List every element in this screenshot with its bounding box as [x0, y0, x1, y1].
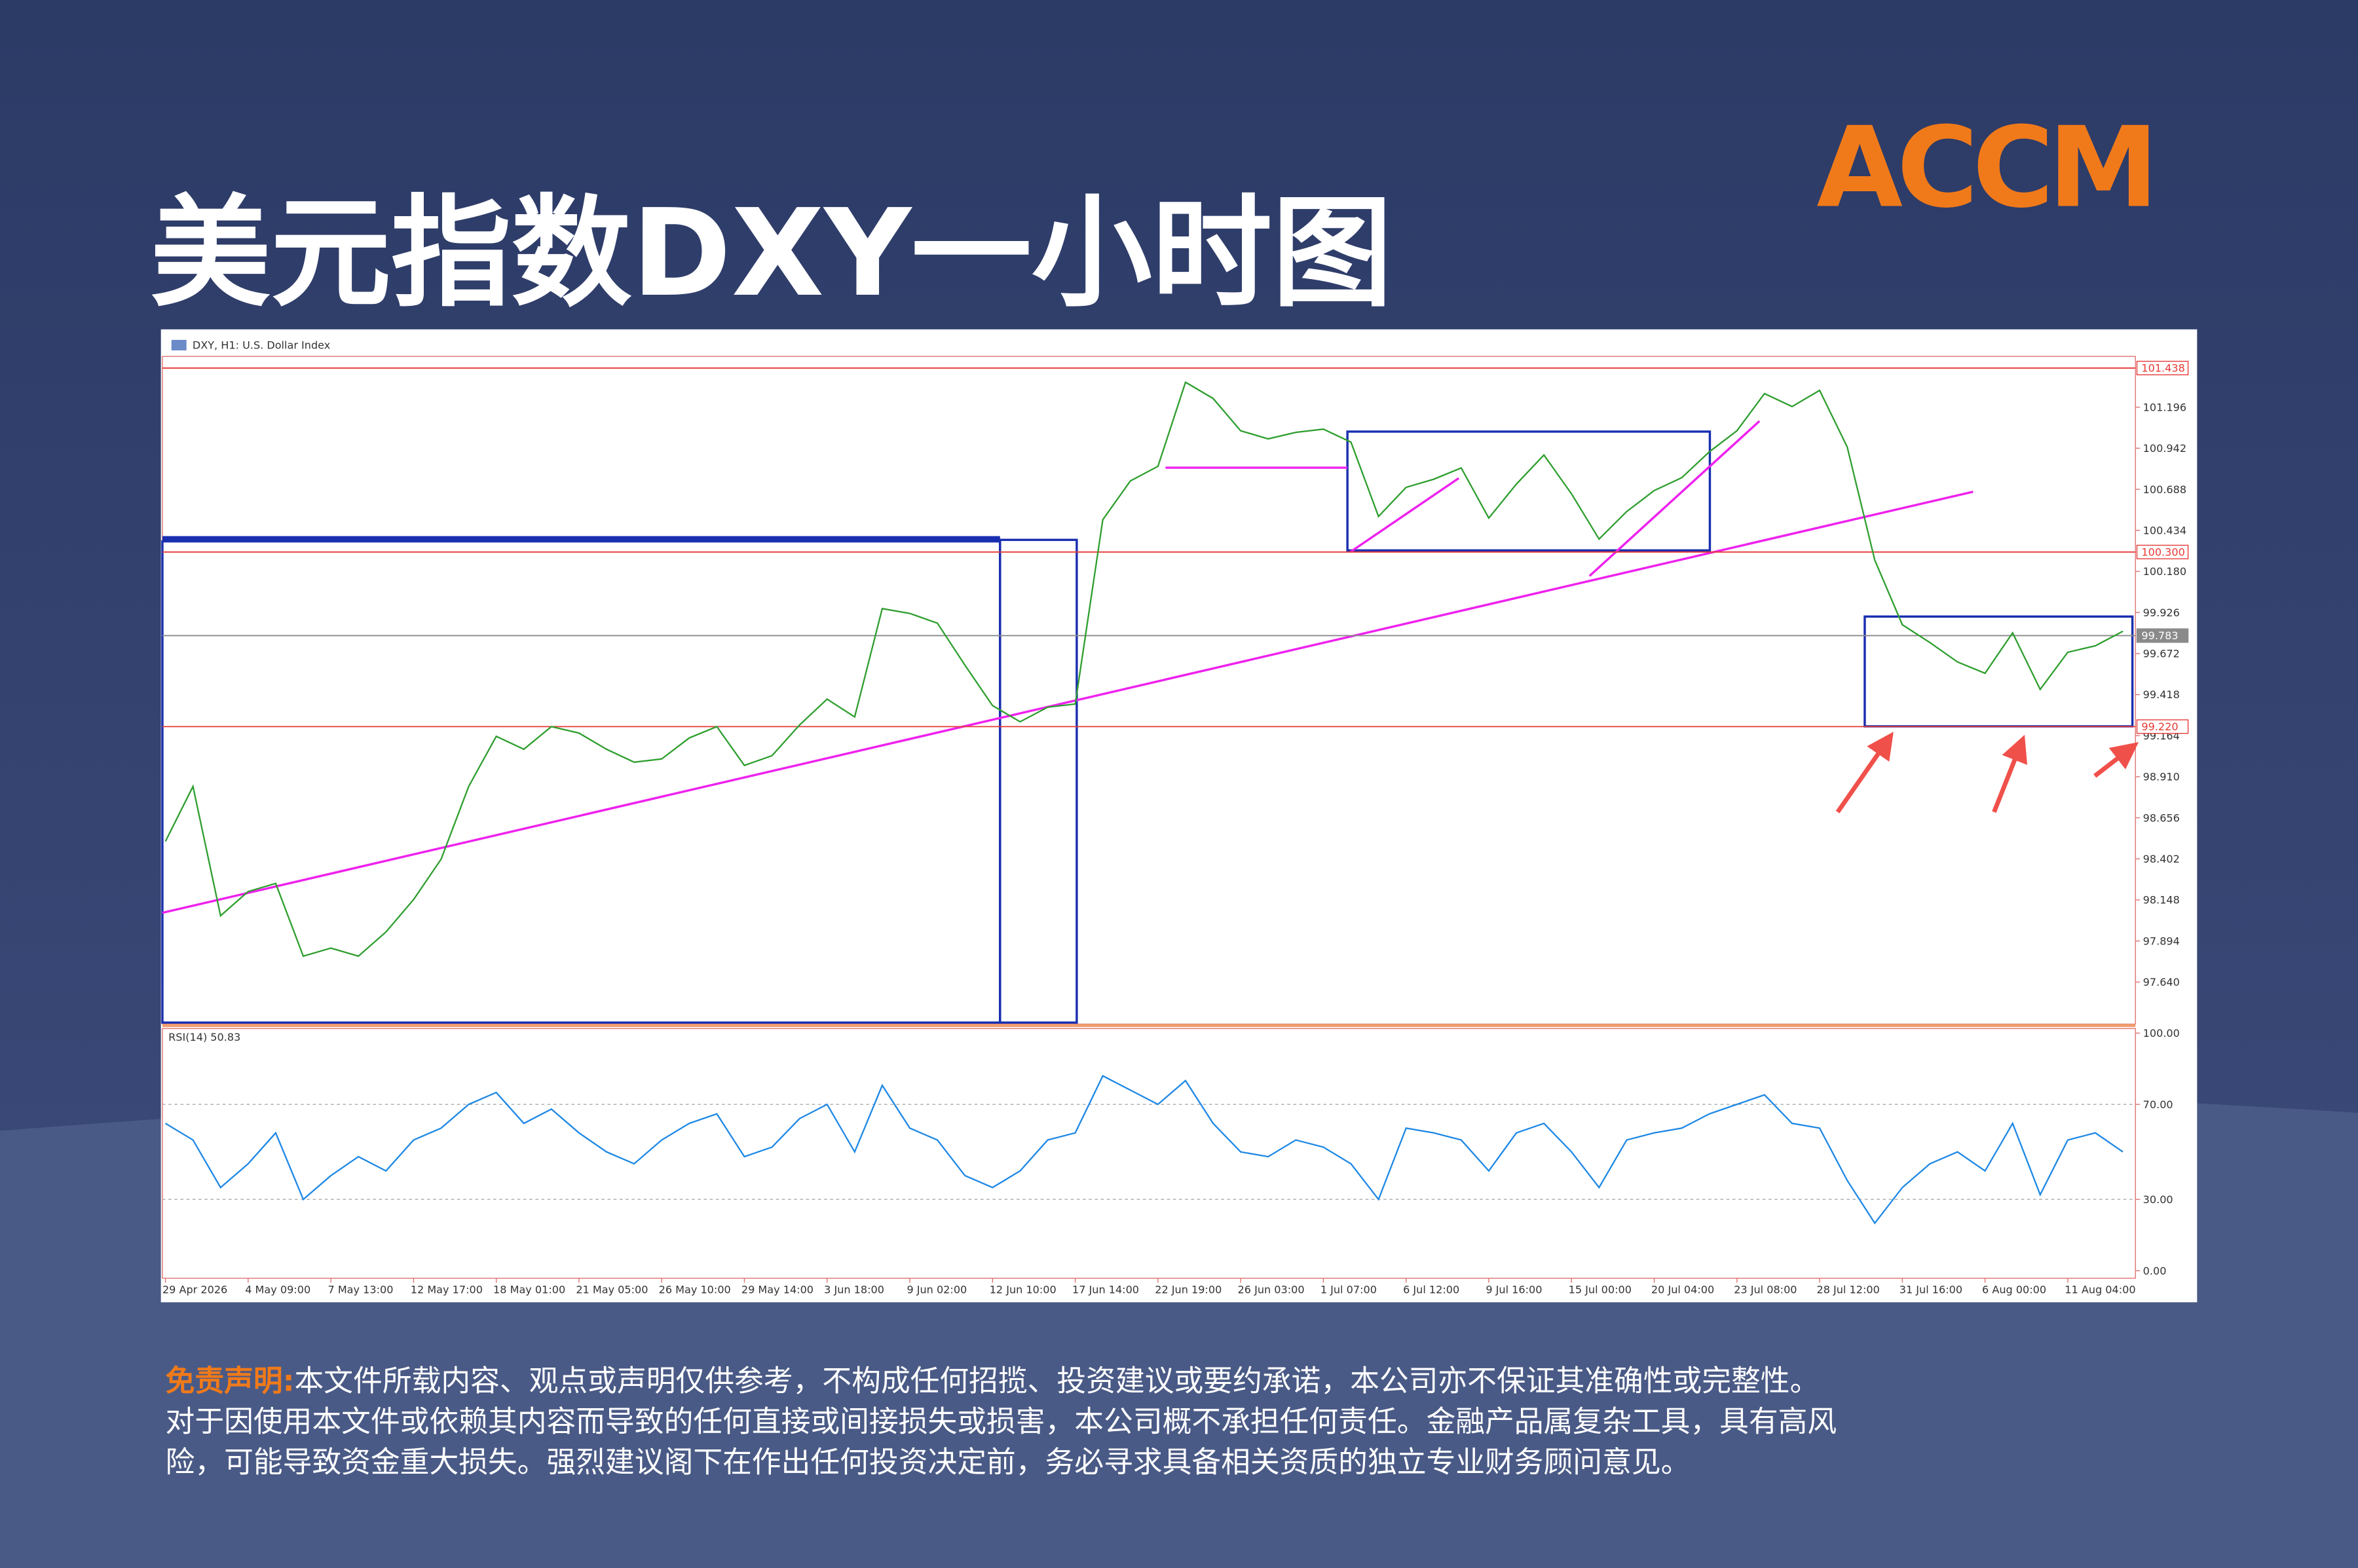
level-label: 99.783 [2141, 629, 2178, 642]
logo: ACCM [1816, 103, 2152, 233]
x-tick-label: 9 Jul 16:00 [1486, 1284, 1542, 1296]
level-label-box [2136, 544, 2189, 559]
y-tick-label: 100.688 [2143, 483, 2186, 496]
x-tick-label: 11 Aug 04:00 [2065, 1284, 2135, 1296]
x-tick-label: 7 May 13:00 [328, 1284, 394, 1296]
x-tick-label: 26 May 10:00 [659, 1284, 731, 1296]
series-line [164, 381, 2124, 958]
x-tick-label: 26 Jun 03:00 [1238, 1284, 1305, 1296]
rsi-frame [162, 1028, 2136, 1279]
level-label-box [2136, 628, 2189, 643]
x-tick-label: 9 Jun 02:00 [907, 1284, 967, 1296]
y-tick-label: 0.00 [2143, 1265, 2167, 1277]
arrow [1992, 734, 2028, 813]
x-tick-label: 12 Jun 10:00 [990, 1284, 1057, 1296]
level-label: 100.300 [2141, 546, 2184, 559]
chart-title: DXY, H1: U.S. Dollar Index [193, 339, 330, 352]
level-label: 101.438 [2141, 362, 2184, 375]
disclaimer-label: 免责声明: [166, 1364, 295, 1398]
y-tick-label: 99.672 [2143, 648, 2180, 660]
arrow [2093, 742, 2139, 778]
level-label: 99.220 [2141, 720, 2178, 733]
x-tick-label: 3 Jun 18:00 [824, 1284, 884, 1296]
range-box [999, 538, 1078, 1024]
range-box [1346, 430, 1712, 552]
disclaimer-line: 本文件所载内容、观点或声明仅供参考，不构成任何招揽、投资建议或要约承诺，本公司亦… [295, 1364, 1820, 1398]
series-line [164, 1075, 2124, 1225]
x-tick-label: 6 Jul 12:00 [1403, 1284, 1459, 1296]
chart-panel [160, 329, 2198, 1303]
chart-icon [171, 339, 187, 350]
y-tick-label: 98.656 [2143, 812, 2180, 824]
x-tick-label: 12 May 17:00 [411, 1284, 483, 1296]
y-tick-label: 100.00 [2143, 1027, 2180, 1039]
y-tick-label: 98.148 [2143, 894, 2180, 906]
y-tick-label: 99.926 [2143, 607, 2180, 619]
y-tick-label: 98.910 [2143, 771, 2180, 783]
x-tick-label: 22 Jun 19:00 [1155, 1284, 1222, 1296]
x-tick-label: 20 Jul 04:00 [1651, 1284, 1714, 1296]
x-tick-label: 1 Jul 07:00 [1320, 1284, 1377, 1296]
x-tick-label: 6 Aug 00:00 [1982, 1284, 2046, 1296]
y-tick-label: 100.942 [2143, 442, 2186, 455]
y-tick-label: 30.00 [2143, 1193, 2173, 1206]
trend-line [1349, 477, 1460, 553]
x-tick-label: 28 Jul 12:00 [1816, 1284, 1879, 1296]
x-tick-label: 29 May 14:00 [741, 1284, 814, 1296]
annotations [161, 420, 2139, 1024]
x-tick-label: 15 Jul 00:00 [1569, 1284, 1632, 1296]
x-tick-label: 23 Jul 08:00 [1734, 1284, 1797, 1296]
x-tick-label: 4 May 09:00 [245, 1284, 310, 1296]
y-tick-label: 100.434 [2143, 524, 2186, 536]
arrow [1835, 732, 1894, 813]
y-tick-label: 99.418 [2143, 688, 2180, 701]
disclaimer-line: 险，可能导致资金重大损失。强烈建议阁下在作出任何投资决定前，务必寻求具备相关资质… [166, 1445, 1691, 1480]
y-tick-label: 97.894 [2143, 935, 2180, 947]
page-title: 美元指数DXY一小时图 [151, 184, 1393, 324]
trend-line [1588, 420, 1761, 577]
y-tick-label: 98.402 [2143, 853, 2180, 865]
rsi-title: RSI(14) 50.83 [168, 1031, 240, 1043]
level-label-box [2136, 719, 2189, 734]
y-tick-label: 101.196 [2143, 401, 2186, 413]
trend-line [162, 491, 1974, 914]
y-tick-label: 70.00 [2143, 1098, 2173, 1111]
x-tick-label: 17 Jun 14:00 [1072, 1284, 1139, 1296]
x-tick-label: 31 Jul 16:00 [1900, 1284, 1962, 1296]
y-tick-label: 97.640 [2143, 976, 2180, 988]
x-tick-label: 29 Apr 2026 [162, 1284, 227, 1296]
x-tick-label: 21 May 05:00 [576, 1284, 648, 1296]
disclaimer: 免责声明:本文件所载内容、观点或声明仅供参考，不构成任何招揽、投资建议或要约承诺… [166, 1364, 1820, 1398]
y-tick-label: 100.180 [2143, 565, 2186, 578]
level-label-box [2136, 360, 2189, 375]
disclaimer-line: 对于因使用本文件或依赖其内容而导致的任何直接或间接损失或损害，本公司概不承担任何… [166, 1404, 1837, 1439]
x-tick-label: 18 May 01:00 [493, 1284, 565, 1296]
